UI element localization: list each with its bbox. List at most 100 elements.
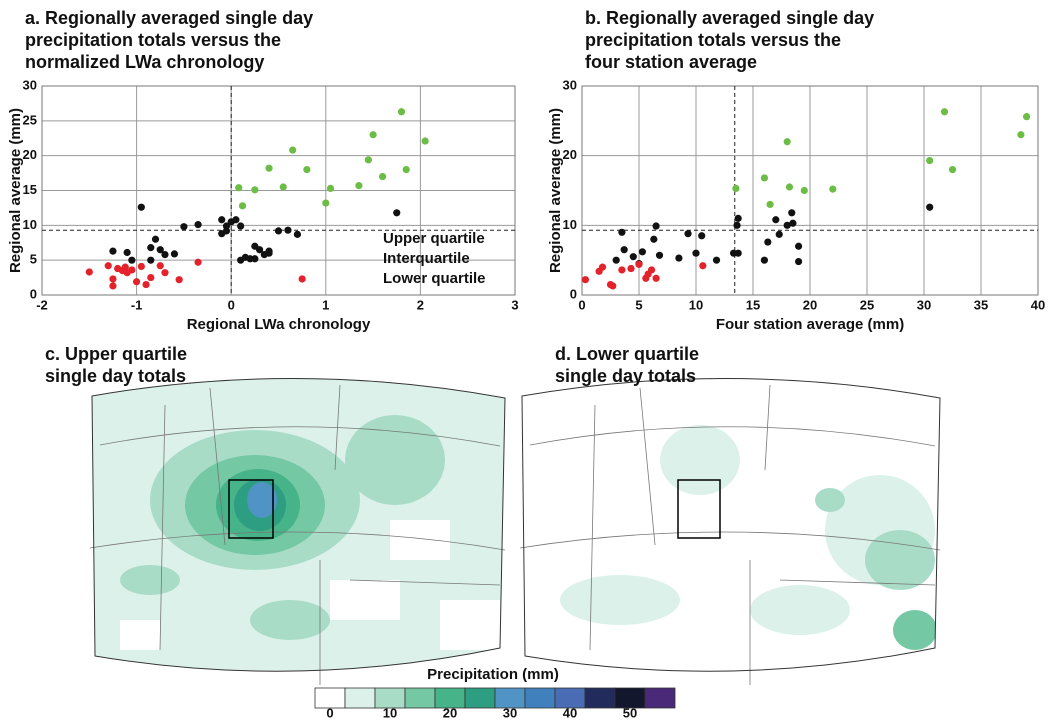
point: [133, 278, 141, 286]
legend-entry: Lower quartile: [383, 270, 486, 287]
point: [421, 137, 429, 145]
map-title: d. Lower quartile: [555, 344, 699, 364]
point: [128, 256, 136, 264]
point: [733, 221, 741, 229]
point: [237, 222, 245, 230]
point: [650, 235, 658, 243]
chart-title: four station average: [585, 52, 757, 72]
x-tick-label: 10: [689, 297, 703, 312]
chart-title: precipitation totals versus the: [25, 30, 281, 50]
point: [265, 164, 273, 172]
point: [620, 246, 628, 254]
point: [397, 108, 406, 116]
point: [783, 221, 791, 229]
point: [775, 230, 783, 238]
point: [238, 202, 247, 210]
chart-title: b. Regionally averaged single day: [585, 8, 874, 28]
point: [795, 242, 803, 250]
y-tick-label: 0: [570, 286, 577, 301]
point: [284, 226, 292, 234]
point: [194, 258, 202, 266]
map-upper: [89, 377, 506, 685]
point: [232, 216, 240, 224]
point: [298, 275, 306, 283]
colorbar-box: [584, 687, 616, 709]
point: [698, 232, 706, 240]
y-tick-label: 10: [23, 217, 37, 232]
point: [156, 262, 164, 270]
point: [293, 230, 302, 238]
point: [121, 263, 129, 271]
point: [772, 216, 780, 224]
point: [627, 264, 635, 273]
point: [734, 214, 742, 222]
point: [218, 216, 226, 224]
chart-title: a. Regionally averaged single day: [25, 8, 313, 28]
x-tick-label: 0: [578, 297, 585, 312]
x-tick-label: 0: [228, 297, 235, 312]
point: [609, 282, 617, 290]
colorbar-title: Precipitation (mm): [427, 666, 559, 683]
point: [785, 183, 794, 191]
chart-title: normalized LWa chronology: [25, 52, 264, 72]
point: [766, 200, 774, 209]
point: [109, 247, 117, 255]
colorbar-box: [644, 687, 676, 709]
point: [760, 174, 769, 182]
x-axis-label: Four station average (mm): [716, 316, 904, 333]
colorbar-tick-label: 20: [443, 705, 457, 720]
point: [647, 266, 656, 274]
map-title: c. Upper quartile: [45, 344, 187, 364]
x-tick-label: 15: [746, 297, 760, 312]
point: [355, 182, 363, 190]
y-tick-label: 30: [563, 77, 577, 92]
point: [378, 172, 387, 181]
x-tick-label: 3: [511, 297, 518, 312]
y-tick-label: 20: [563, 147, 577, 162]
point: [274, 227, 283, 235]
point: [369, 131, 377, 139]
colorbar-tick-label: 40: [563, 705, 577, 720]
point: [194, 221, 202, 229]
point: [788, 209, 796, 217]
point: [151, 235, 160, 243]
point: [612, 256, 620, 264]
point: [684, 230, 692, 238]
point: [764, 238, 772, 246]
point: [618, 266, 626, 274]
legend-entry: Upper quartile: [383, 230, 485, 247]
plot-frame: [41, 85, 516, 296]
y-tick-label: 0: [30, 286, 37, 301]
point: [795, 257, 803, 266]
point: [222, 227, 231, 235]
point: [109, 282, 117, 290]
point: [926, 156, 934, 165]
map-title: single day totals: [555, 366, 696, 386]
point: [940, 108, 949, 116]
point: [699, 262, 707, 270]
colorbar-box: [404, 687, 436, 709]
x-axis-label: Regional LWa chronology: [187, 316, 371, 333]
point: [147, 256, 155, 264]
point: [156, 246, 164, 254]
x-tick-label: 1: [322, 297, 329, 312]
point: [926, 203, 934, 211]
point: [289, 146, 297, 154]
point: [161, 269, 169, 277]
point: [326, 184, 335, 193]
point: [652, 274, 660, 282]
y-tick-label: 10: [563, 217, 577, 232]
x-tick-label: -1: [131, 297, 143, 312]
point: [598, 263, 607, 271]
point: [712, 256, 721, 264]
point: [255, 246, 264, 254]
point: [393, 209, 401, 217]
point: [635, 260, 643, 268]
point: [364, 156, 372, 164]
point: [732, 184, 740, 193]
x-tick-label: 35: [974, 297, 988, 312]
point: [109, 275, 117, 283]
point: [251, 186, 259, 194]
point: [170, 250, 179, 258]
